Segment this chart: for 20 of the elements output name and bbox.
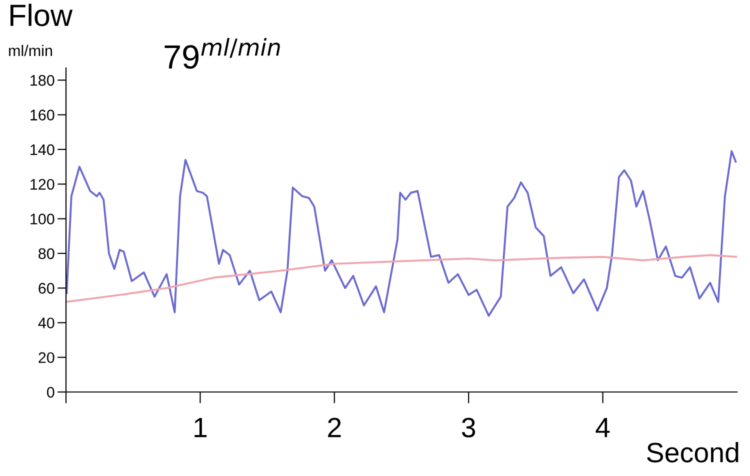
y-tick-label: 180 — [30, 74, 54, 86]
annotation: 79$^{ml/min}$ — [164, 38, 280, 69]
y-tick-label: 100 — [30, 214, 54, 224]
x-tick-label: 4 — [596, 418, 610, 438]
chart-title: Flow — [10, 4, 73, 26]
x-axis-title: Second — [647, 442, 738, 462]
y-tick-label: 140 — [30, 144, 54, 156]
y-tick-label: 160 — [30, 110, 54, 120]
line-series — [66, 150, 737, 317]
y-axis-title: ml/min — [9, 44, 52, 56]
y-tick-label: 20 — [38, 352, 54, 364]
y-tick-label: 120 — [30, 178, 54, 190]
y-tick-label: 40 — [38, 318, 54, 328]
y-tick-label: 0 — [46, 386, 54, 398]
line-series — [66, 254, 737, 303]
y-tick-label: 80 — [38, 248, 54, 260]
x-tick-label: 2 — [328, 418, 341, 438]
x-tick-label: 3 — [462, 418, 476, 438]
x-tick-label: 1 — [194, 418, 207, 438]
y-tick-label: 60 — [38, 282, 54, 294]
